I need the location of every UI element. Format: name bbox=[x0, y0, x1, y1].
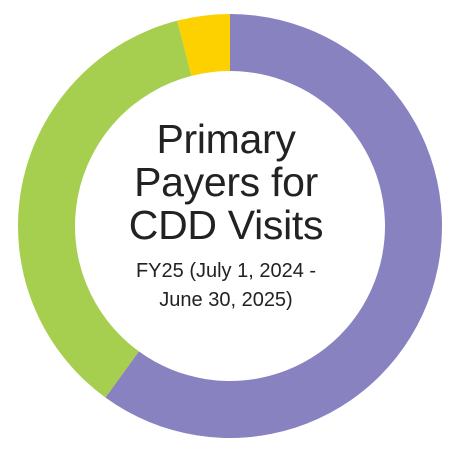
chart-subtitle: FY25 (July 1, 2024 - June 30, 2025) bbox=[76, 257, 376, 315]
chart-title-line-1: Primary bbox=[156, 116, 296, 162]
chart-center-label: Primary Payers for CDD Visits FY25 (July… bbox=[76, 118, 376, 315]
donut-slices bbox=[18, 14, 442, 439]
donut-slice-1 bbox=[105, 14, 442, 439]
chart-subtitle-line-2: June 30, 2025) bbox=[159, 289, 293, 311]
chart-title-line-2: Payers for bbox=[134, 159, 318, 205]
chart-subtitle-line-1: FY25 (July 1, 2024 - bbox=[135, 260, 317, 282]
chart-title-line-3: CDD Visits bbox=[128, 202, 324, 248]
donut-slice-2 bbox=[18, 20, 192, 398]
donut-slice-3 bbox=[177, 14, 230, 76]
